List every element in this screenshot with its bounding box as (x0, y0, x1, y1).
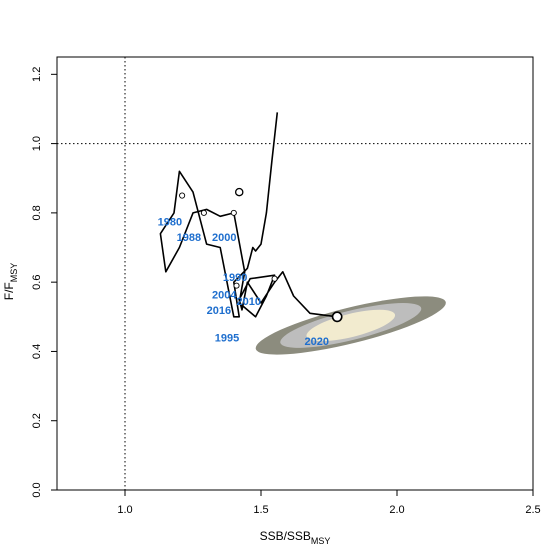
y-tick-label: 1.0 (31, 136, 43, 151)
y-axis-label: F/FMSY (2, 263, 19, 301)
trajectory-point (200, 209, 207, 216)
x-axis-label-main: SSB/SSB (260, 529, 311, 543)
x-axis-label: SSB/SSBMSY (260, 529, 331, 546)
year-label-2016: 2016 (207, 305, 231, 317)
confidence-ellipse-inner (306, 309, 396, 342)
year-label-1980: 1980 (158, 217, 182, 229)
x-tick-label: 1.5 (253, 504, 268, 516)
x-tick-label: 2.5 (525, 504, 540, 516)
reference-lines (57, 57, 533, 490)
x-tick-label: 2.0 (389, 504, 404, 516)
x-axis-label-sub: MSY (311, 536, 331, 546)
y-tick-label: 1.2 (31, 67, 43, 82)
year-label-1988: 1988 (177, 232, 201, 244)
year-label-2020: 2020 (305, 336, 329, 348)
trajectory-points (179, 187, 343, 323)
y-tick-label: 0.2 (31, 413, 43, 428)
y-tick-label: 0.6 (31, 275, 43, 290)
y-tick-label: 0.8 (31, 205, 43, 220)
year-label-1995: 1995 (215, 333, 239, 345)
start-point (234, 187, 244, 197)
y-axis: 0.0 0.2 0.4 0.6 0.8 1.0 1.2 (31, 67, 57, 498)
x-tick-label: 1.0 (117, 504, 132, 516)
year-label-2010: 2010 (237, 296, 261, 308)
plot-frame (56, 56, 534, 491)
y-tick-label: 0.0 (31, 482, 43, 497)
year-label-1990: 1990 (223, 272, 247, 284)
y-tick-label: 0.4 (31, 344, 43, 359)
year-label-2000: 2000 (212, 232, 236, 244)
x-axis: 1.0 1.5 2.0 2.5 (117, 490, 541, 516)
y-axis-label-main: F/F (2, 282, 16, 300)
trajectory-point (179, 192, 186, 199)
trajectory-point (271, 275, 278, 282)
trajectory-point (230, 209, 237, 216)
year-label-2004: 2004 (212, 289, 237, 301)
trajectory (159, 112, 338, 318)
trajectory-line (159, 112, 338, 318)
end-point (331, 311, 343, 323)
y-axis-label-sub: MSY (9, 263, 19, 283)
confidence-region (255, 296, 446, 355)
trajectory-point (233, 282, 240, 289)
